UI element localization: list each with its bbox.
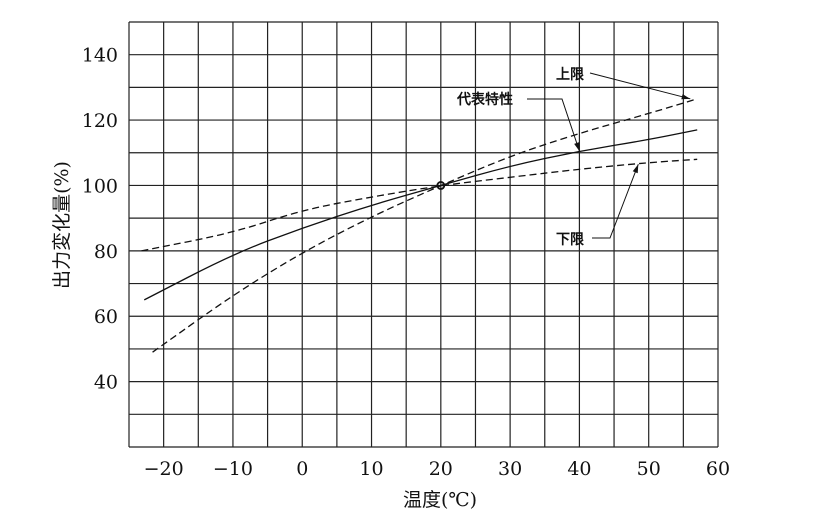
arrowhead-icon xyxy=(632,164,639,174)
x-tick-label: 30 xyxy=(498,458,522,480)
arrowhead-icon xyxy=(574,142,580,152)
annotation-label: 代表特性 xyxy=(456,91,513,108)
annotation-leader-line xyxy=(589,72,691,100)
x-tick-label: 40 xyxy=(567,458,591,480)
series-line-上限 xyxy=(152,98,698,353)
annotation-label: 下限 xyxy=(556,232,584,248)
annotation-leader-line xyxy=(527,98,580,152)
x-tick-label: −20 xyxy=(144,458,184,480)
series-line-代表特性 xyxy=(143,129,698,301)
y-tick-label: 140 xyxy=(82,45,118,67)
x-tick-label: 10 xyxy=(359,458,383,480)
x-tick-label: 0 xyxy=(296,458,308,480)
x-tick-label: 60 xyxy=(706,458,730,480)
x-tick-label: −10 xyxy=(213,458,253,480)
y-tick-label: 60 xyxy=(94,306,118,328)
grid xyxy=(128,21,719,448)
y-tick-label: 80 xyxy=(94,241,118,263)
x-axis-label: 温度(℃) xyxy=(403,489,477,511)
reference-point-marker xyxy=(436,181,446,190)
y-tick-label: 120 xyxy=(82,110,118,132)
y-tick-label: 40 xyxy=(94,372,118,394)
y-axis-label: 出力変化量(%) xyxy=(51,161,73,289)
series-lines xyxy=(141,98,698,353)
annotation-label: 上限 xyxy=(556,67,584,83)
series-line-下限 xyxy=(141,158,698,252)
tick-labels: −20 −10 0 10 20 30 40 50 60 40 60 80 100 120 140 xyxy=(82,45,730,480)
annotation-leader-line xyxy=(592,164,639,239)
arrowhead-icon xyxy=(681,94,691,100)
x-tick-label: 50 xyxy=(637,458,661,480)
x-tick-label: 20 xyxy=(429,458,453,480)
y-tick-label: 100 xyxy=(82,175,118,197)
